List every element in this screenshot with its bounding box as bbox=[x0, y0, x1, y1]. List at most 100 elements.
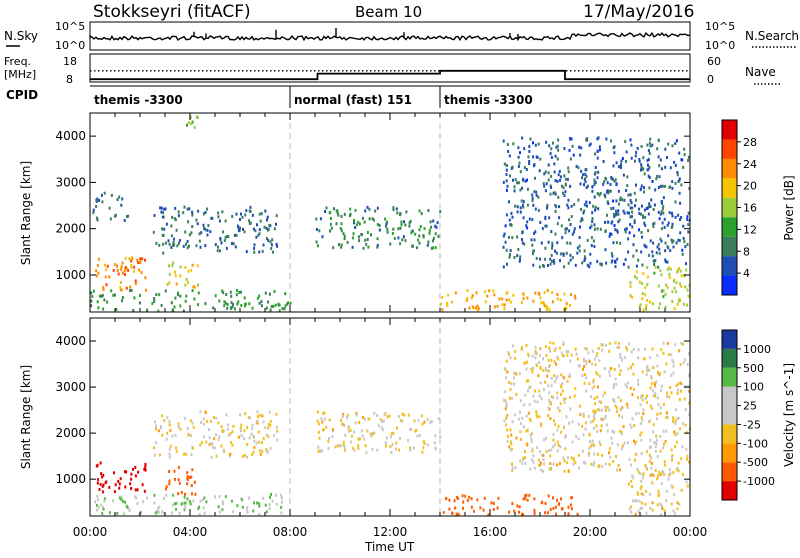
echo-cell bbox=[638, 280, 641, 284]
echo-cell bbox=[612, 460, 615, 463]
echo-cell bbox=[397, 227, 400, 231]
echo-cell bbox=[603, 367, 606, 371]
echo-cell bbox=[155, 427, 157, 431]
echo-cell bbox=[597, 385, 599, 389]
echo-cell bbox=[102, 288, 105, 292]
echo-cell bbox=[470, 505, 473, 509]
echo-cell bbox=[138, 294, 141, 297]
echo-cell bbox=[191, 225, 194, 229]
echo-cell bbox=[183, 416, 186, 420]
y-axis-label: Slant Range [km] bbox=[19, 161, 33, 265]
echo-cell bbox=[549, 192, 552, 196]
echo-cell bbox=[577, 198, 580, 202]
echo-cell bbox=[648, 205, 651, 208]
echo-cell bbox=[317, 244, 319, 248]
echo-cell bbox=[174, 206, 177, 210]
echo-cell bbox=[637, 348, 640, 352]
echo-cell bbox=[640, 501, 643, 505]
echo-cell bbox=[684, 408, 687, 412]
echo-cell bbox=[408, 221, 411, 225]
echo-cell bbox=[261, 249, 264, 253]
echo-cell bbox=[568, 148, 571, 152]
echo-cell bbox=[521, 462, 524, 465]
echo-cell bbox=[671, 214, 674, 218]
echo-cell bbox=[90, 291, 93, 295]
echo-cell bbox=[686, 218, 689, 221]
echo-cell bbox=[627, 237, 630, 241]
echo-cell bbox=[649, 404, 652, 408]
echo-cell bbox=[569, 241, 572, 245]
echo-cell bbox=[575, 435, 578, 438]
echo-cell bbox=[553, 261, 556, 265]
echo-cell bbox=[176, 293, 179, 297]
echo-cell bbox=[598, 193, 601, 197]
echo-cell bbox=[569, 303, 571, 307]
colorbar-segment bbox=[722, 386, 737, 406]
echo-cell bbox=[573, 394, 576, 398]
echo-cell bbox=[395, 441, 398, 445]
echo-cell bbox=[385, 444, 387, 448]
echo-cell bbox=[133, 265, 136, 269]
echo-cell bbox=[522, 513, 525, 517]
echo-cell bbox=[126, 215, 128, 218]
echo-cell bbox=[232, 424, 235, 428]
echo-cell bbox=[525, 168, 528, 171]
x-tick-label: 16:00 bbox=[473, 525, 508, 539]
echo-cell bbox=[120, 498, 123, 502]
echo-cell bbox=[554, 505, 557, 509]
echo-cell bbox=[513, 376, 515, 380]
echo-cell bbox=[546, 308, 548, 311]
echo-cell bbox=[253, 246, 256, 250]
echo-cell bbox=[549, 508, 552, 512]
echo-cell bbox=[679, 389, 682, 393]
echo-cell bbox=[635, 276, 638, 280]
echo-cell bbox=[261, 414, 264, 418]
echo-cell bbox=[505, 423, 508, 427]
echo-cell bbox=[96, 508, 99, 512]
echo-cell bbox=[225, 413, 228, 417]
echo-cell bbox=[617, 395, 620, 399]
echo-cell bbox=[550, 147, 553, 151]
echo-cell bbox=[186, 240, 189, 243]
echo-cell bbox=[505, 248, 508, 252]
echo-cell bbox=[521, 238, 523, 241]
echo-cell bbox=[585, 175, 588, 179]
echo-cell bbox=[556, 391, 559, 395]
echo-cell bbox=[525, 414, 528, 418]
echo-cell bbox=[679, 282, 682, 286]
echo-cell bbox=[450, 300, 453, 304]
echo-cell bbox=[196, 222, 199, 226]
echo-cell bbox=[492, 501, 495, 505]
echo-cell bbox=[446, 304, 449, 308]
echo-cell bbox=[531, 449, 534, 453]
echo-cell bbox=[528, 160, 531, 163]
echo-cell bbox=[346, 416, 348, 420]
echo-cell bbox=[619, 196, 622, 200]
echo-cell bbox=[157, 429, 160, 433]
echo-cell bbox=[534, 351, 537, 355]
echo-cell bbox=[327, 447, 330, 451]
echo-cell bbox=[162, 496, 165, 500]
echo-cell bbox=[324, 210, 327, 213]
echo-cell bbox=[418, 209, 421, 213]
echo-cell bbox=[240, 304, 243, 307]
echo-cell bbox=[683, 397, 686, 401]
echo-cell bbox=[552, 462, 555, 466]
cpid-segment-label: themis -3300 bbox=[444, 93, 533, 107]
echo-cell bbox=[229, 452, 232, 456]
nsky-line bbox=[89, 28, 691, 42]
echo-cell bbox=[340, 245, 343, 249]
echo-cell bbox=[650, 198, 653, 202]
colorbar-tick-label: -100 bbox=[743, 437, 768, 450]
echo-cell bbox=[177, 478, 180, 482]
echo-cell bbox=[99, 294, 101, 298]
echo-cell bbox=[386, 220, 389, 224]
echo-cell bbox=[228, 454, 231, 458]
echo-cell bbox=[687, 211, 690, 215]
echo-cell bbox=[533, 231, 536, 235]
echo-cell bbox=[570, 456, 573, 460]
echo-cell bbox=[592, 426, 595, 430]
echo-cell bbox=[565, 350, 568, 354]
echo-cell bbox=[192, 285, 195, 289]
echo-cell bbox=[382, 428, 385, 432]
